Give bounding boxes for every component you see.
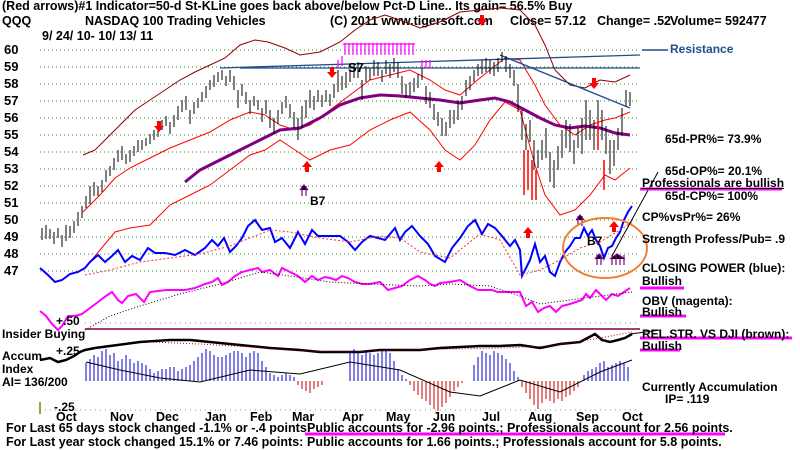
index-label: Index bbox=[2, 362, 34, 376]
buy-arrows bbox=[299, 184, 626, 265]
relstr-status: Bullish bbox=[642, 339, 683, 353]
y-tick-51: 51 bbox=[4, 195, 19, 210]
x-tick-oct-end: Oct bbox=[622, 410, 643, 424]
cp-65d: 65d-CP%= 100% bbox=[665, 189, 759, 203]
y-tick-55: 55 bbox=[4, 127, 19, 142]
y-tick-48: 48 bbox=[4, 246, 19, 261]
plus50-label: +.50 bbox=[56, 314, 80, 328]
accumulation-status: Currently Accumulation bbox=[642, 380, 778, 394]
x-tick-feb: Feb bbox=[250, 410, 273, 424]
footer-65d-accounts: Public accounts for -2.96 points.; Profe… bbox=[307, 421, 733, 435]
professionals-status: Professionals are bullish bbox=[642, 176, 785, 190]
y-tick-60: 60 bbox=[4, 42, 19, 57]
highlight-circle bbox=[562, 217, 648, 279]
x-tick-apr: Apr bbox=[342, 410, 364, 424]
security-name: NASDAQ 100 Trading Vehicles bbox=[85, 14, 266, 28]
footer-65d-change: For Last 65 days stock changed -1.1% or … bbox=[6, 421, 311, 435]
x-tick-dec: Dec bbox=[156, 410, 179, 424]
accum-histogram bbox=[85, 349, 629, 411]
y-tick-58: 58 bbox=[4, 76, 19, 91]
grid-lines bbox=[40, 49, 640, 272]
price-bars bbox=[41, 52, 631, 247]
x-tick-nov: Nov bbox=[110, 410, 134, 424]
cp-vs-pr: CP%vsPr%= 26% bbox=[642, 210, 741, 224]
resistance-label: Resistance bbox=[670, 42, 734, 56]
insider-buying-label: Insider Buying bbox=[2, 327, 86, 341]
strength-prof-pub: Strength Profess/Pub= .9 bbox=[642, 232, 786, 246]
closing-power-label: CLOSING POWER (blue): bbox=[642, 261, 786, 275]
x-tick-sep: Sep bbox=[576, 410, 599, 424]
y-tick-50: 50 bbox=[4, 212, 19, 227]
y-tick-53: 53 bbox=[4, 161, 19, 176]
highlight-underlines bbox=[305, 187, 792, 436]
x-tick-jun: Jun bbox=[433, 410, 456, 424]
sell-arrow-cluster bbox=[337, 43, 431, 68]
y-tick-59: 59 bbox=[4, 59, 19, 74]
x-tick-jan: Jan bbox=[205, 410, 227, 424]
symbol: QQQ bbox=[2, 14, 32, 28]
volume-value: Volume= 592477 bbox=[670, 14, 767, 28]
date-range: 9/ 24/ 10- 10/ 13/ 11 bbox=[42, 29, 154, 43]
minus25-label: -.25 bbox=[54, 400, 75, 414]
obv-status: Bullish bbox=[642, 305, 683, 319]
footer-year-change: For Last year stock changed 15.1% or 7.4… bbox=[6, 435, 304, 449]
x-tick-aug: Aug bbox=[528, 410, 553, 424]
plus25-label: +.25 bbox=[56, 344, 80, 358]
pr-65d: 65d-PR%= 73.9% bbox=[665, 132, 762, 146]
y-tick-54: 54 bbox=[4, 144, 19, 159]
change-value: Change= .52 bbox=[597, 14, 671, 28]
y-tick-52: 52 bbox=[4, 178, 19, 193]
x-tick-jul: Jul bbox=[482, 410, 501, 424]
y-tick-47: 47 bbox=[4, 263, 19, 278]
ai-value: AI= 136/200 bbox=[2, 375, 68, 389]
accum-label: Accum bbox=[2, 349, 43, 363]
op-65d: 65d-OP%= 20.1% bbox=[665, 164, 763, 178]
x-tick-may: May bbox=[386, 410, 411, 424]
copyright: (C) 2011 www.tigersoft.com bbox=[330, 14, 493, 28]
obv-label: OBV (magenta): bbox=[642, 294, 733, 308]
y-tick-49: 49 bbox=[4, 229, 19, 244]
x-tick-mar: Mar bbox=[292, 410, 315, 424]
footer-year-accounts: Public accounts for 1.66 points.; Profes… bbox=[307, 435, 722, 449]
y-tick-56: 56 bbox=[4, 110, 19, 125]
close-value: Close= 57.12 bbox=[510, 14, 587, 28]
y-tick-57: 57 bbox=[4, 93, 19, 108]
red-arrows bbox=[154, 15, 619, 238]
s7-label: S7 bbox=[348, 60, 364, 75]
ip-value: IP= .119 bbox=[665, 392, 710, 406]
b7-label-sep: B7 bbox=[587, 234, 603, 248]
b7-label-mar: B7 bbox=[310, 194, 326, 208]
relstr-label: REL.STR. VS DJI (brown): bbox=[642, 327, 790, 341]
closing-power-status: Bullish bbox=[642, 274, 683, 288]
header-indicator-line: (Red arrows)#1 Indicator=50-d St-KLine g… bbox=[2, 0, 573, 13]
x-tick-oct: Oct bbox=[56, 410, 77, 424]
